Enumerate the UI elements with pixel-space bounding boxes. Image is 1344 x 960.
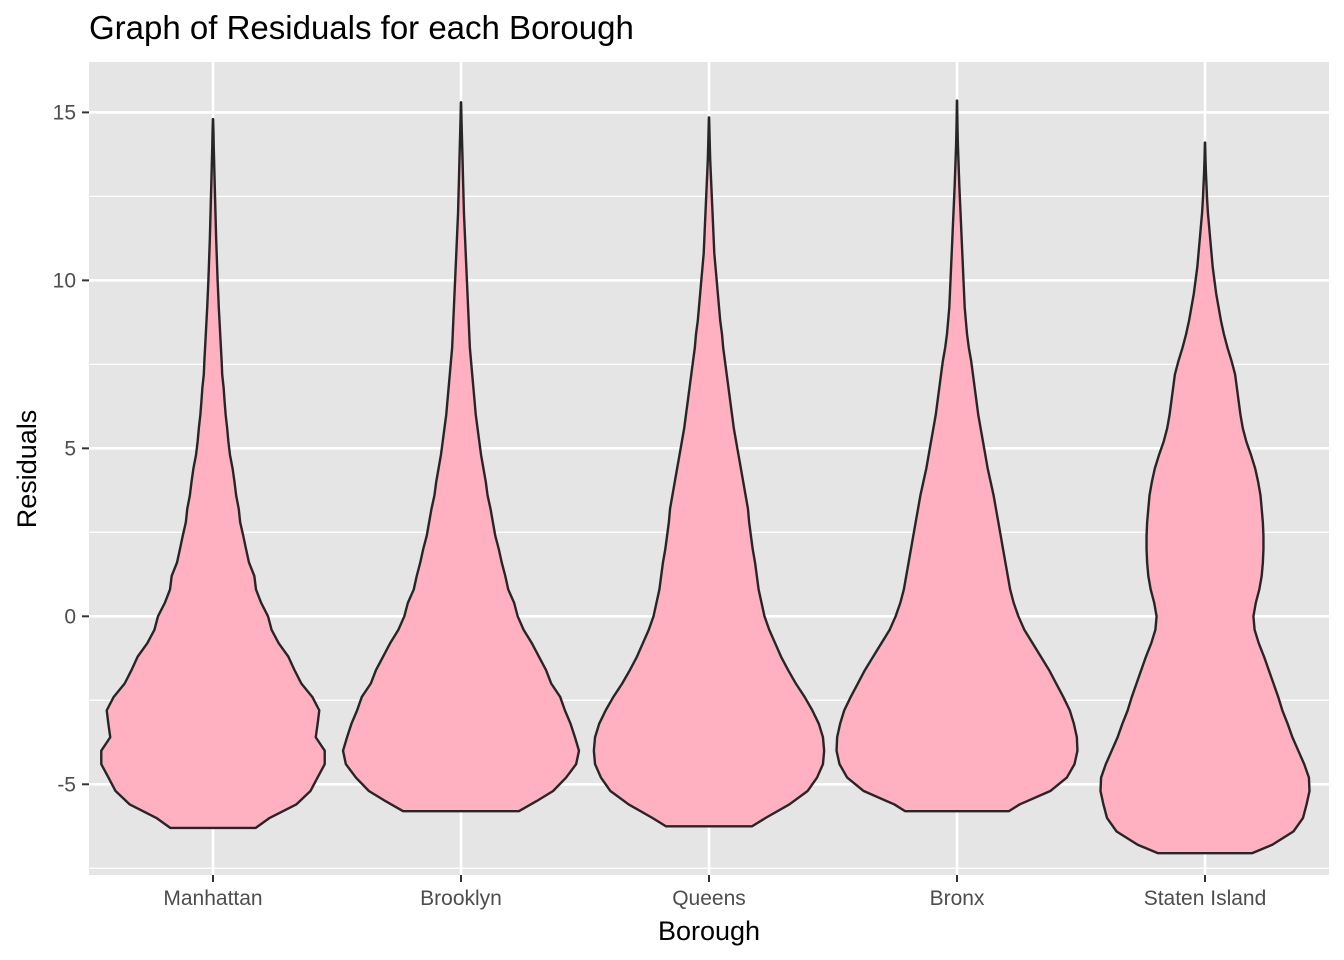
x-tick-label: Queens xyxy=(672,887,746,910)
x-tick-label: Manhattan xyxy=(163,887,262,910)
y-tick-label: 15 xyxy=(53,101,76,124)
y-tick-label: 5 xyxy=(64,437,76,460)
y-tick-label: 10 xyxy=(53,269,76,292)
violin-manhattan xyxy=(100,117,326,830)
violin-brooklyn xyxy=(341,101,581,813)
chart-title: Graph of Residuals for each Borough xyxy=(89,9,634,46)
y-tick-label: 0 xyxy=(64,605,76,628)
violins xyxy=(100,99,1311,855)
y-tick-label: -5 xyxy=(57,773,76,796)
violin-bronx xyxy=(835,99,1079,813)
violin-staten-island xyxy=(1099,141,1311,855)
x-axis: Manhattan Brooklyn Queens Bronx Staten Islan… xyxy=(163,875,1266,910)
x-tick-label: Brooklyn xyxy=(420,887,502,910)
y-axis: -5 0 5 10 15 xyxy=(53,101,89,796)
x-tick-label: Staten Island xyxy=(1144,887,1267,910)
x-axis-title: Borough xyxy=(658,916,760,946)
x-tick-label: Bronx xyxy=(930,887,985,910)
y-axis-title: Residuals xyxy=(12,410,42,529)
violin-queens xyxy=(592,116,826,828)
